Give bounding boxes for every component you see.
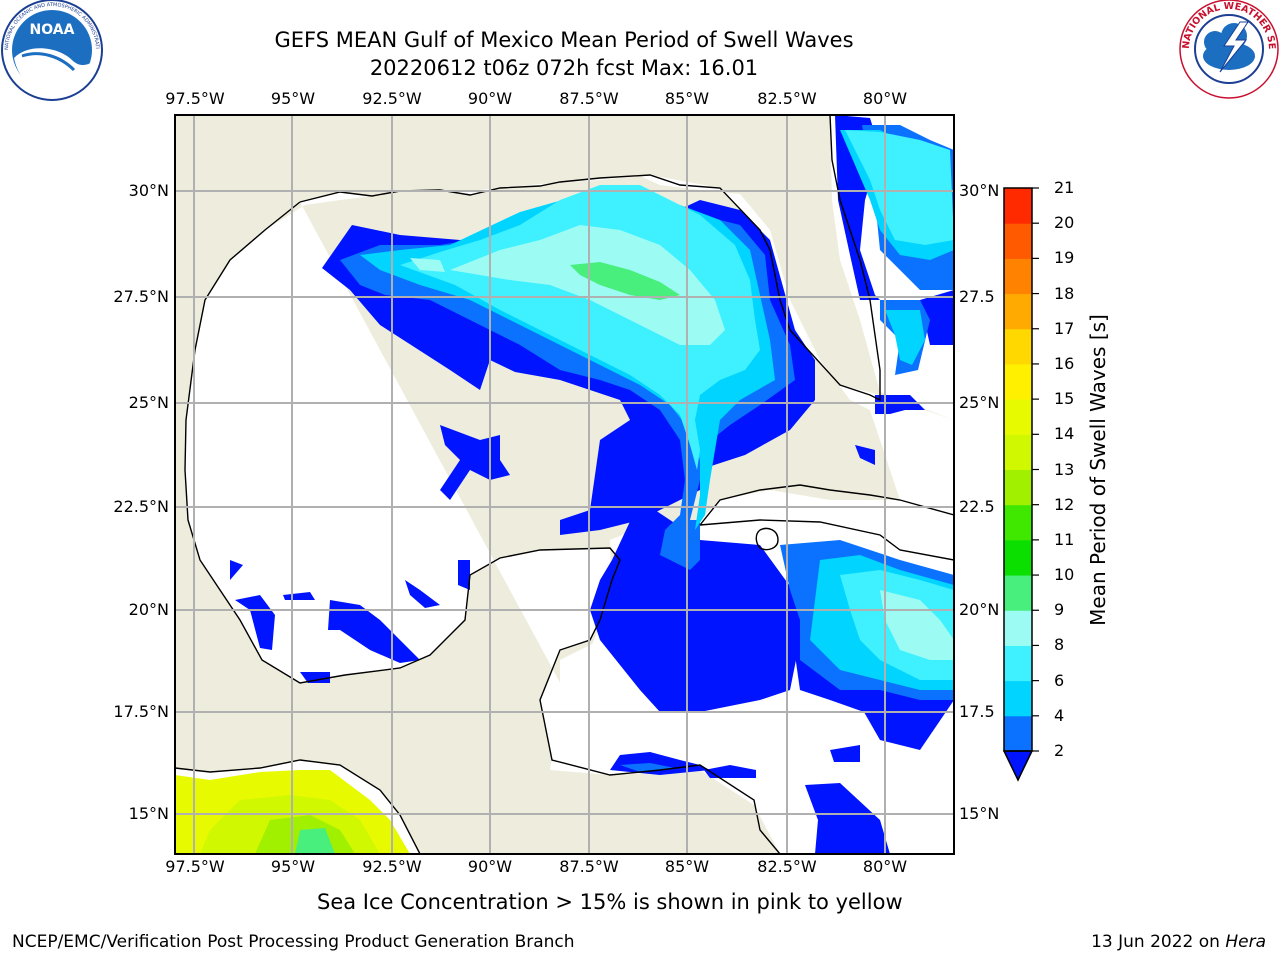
- lat-tick-left: 27.5°N: [113, 287, 169, 306]
- lat-tick-right: 22.5: [959, 497, 995, 516]
- colorbar-segment: [1004, 258, 1032, 295]
- colorbar-tick-label: 20: [1054, 213, 1075, 233]
- lat-tick-left: 17.5°N: [113, 702, 169, 721]
- colorbar-segment: [1004, 223, 1032, 259]
- colorbar: [1002, 187, 1039, 782]
- map-panel: [175, 115, 954, 854]
- lon-tick-bottom: 95°W: [270, 857, 316, 876]
- colorbar-segment: [1004, 399, 1032, 435]
- chart-title: GEFS MEAN Gulf of Mexico Mean Period of …: [274, 28, 854, 52]
- lat-tick-right: 27.5: [959, 287, 995, 306]
- footer-date-text: 13 Jun 2022 on: [1091, 932, 1226, 952]
- colorbar-tick-label: 8: [1054, 635, 1065, 655]
- lat-tick-right: 17.5: [959, 702, 995, 721]
- lat-tick-left: 25°N: [128, 393, 169, 412]
- footer-credit: NCEP/EMC/Verification Post Processing Pr…: [12, 932, 575, 952]
- colorbar-tick-label: 11: [1054, 529, 1075, 549]
- lon-tick-top: 95°W: [270, 89, 316, 108]
- lat-tick-right: 15°N: [959, 804, 1000, 823]
- lon-tick-bottom: 80°W: [862, 857, 908, 876]
- colorbar-tick-label: 10: [1054, 565, 1075, 585]
- colorbar-label: Mean Period of Swell Waves [s]: [1086, 314, 1110, 626]
- lon-tick-top: 82.5°W: [757, 89, 817, 108]
- chart-subtitle: 20220612 t06z 072h fcst Max: 16.01: [369, 56, 759, 80]
- colorbar-segment: [1004, 680, 1032, 717]
- swell-8-9s: [410, 225, 954, 660]
- colorbar-segment: [1004, 504, 1032, 541]
- footer-date: 13 Jun 2022 on Hera: [1091, 932, 1266, 952]
- colorbar-tick-label: 17: [1054, 318, 1075, 338]
- colorbar-segment: [1004, 715, 1032, 752]
- colorbar-tick-label: 18: [1054, 283, 1075, 303]
- colorbar-tick-label: 14: [1054, 424, 1075, 444]
- map-frame: [174, 114, 955, 855]
- lat-tick-left: 20°N: [128, 600, 169, 619]
- lon-tick-bottom: 87.5°W: [559, 857, 619, 876]
- lon-tick-top: 97.5°W: [165, 89, 225, 108]
- lat-tick-right: 25°N: [959, 393, 1000, 412]
- colorbar-segment: [1004, 434, 1032, 470]
- lon-tick-bottom: 97.5°W: [165, 857, 225, 876]
- footer-machine: Hera: [1225, 932, 1266, 952]
- colorbar-tick-label: 12: [1054, 494, 1075, 514]
- colorbar-tick-label: 2: [1054, 741, 1065, 760]
- sea-ice-note: Sea Ice Concentration > 15% is shown in …: [317, 890, 903, 914]
- colorbar-tick-label: 6: [1054, 670, 1065, 690]
- colorbar-segment: [1004, 645, 1032, 682]
- lon-tick-top: 85°W: [664, 89, 710, 108]
- colorbar-tick-label: 19: [1054, 248, 1075, 268]
- colorbar-segment: [1004, 610, 1032, 646]
- colorbar-segment: [1004, 575, 1032, 611]
- lat-tick-right: 20°N: [959, 600, 1000, 619]
- lat-tick-left: 15°N: [128, 804, 169, 823]
- lon-tick-bottom: 85°W: [664, 857, 710, 876]
- lon-tick-top: 80°W: [862, 89, 908, 108]
- colorbar-tick-label: 9: [1054, 600, 1065, 620]
- colorbar-segments: [1004, 188, 1032, 752]
- lon-tick-top: 92.5°W: [362, 89, 422, 108]
- lon-tick-bottom: 92.5°W: [362, 857, 422, 876]
- colorbar-under-triangle: [1002, 750, 1034, 782]
- colorbar-segment: [1004, 363, 1032, 400]
- lon-tick-bottom: 90°W: [467, 857, 513, 876]
- colorbar-segment: [1004, 188, 1032, 224]
- swell-9-10s: [570, 262, 680, 300]
- colorbar-tick-label: 15: [1054, 389, 1075, 409]
- lon-tick-bottom: 82.5°W: [757, 857, 817, 876]
- lon-tick-top: 87.5°W: [559, 89, 619, 108]
- colorbar-tick-label: 16: [1054, 353, 1075, 373]
- colorbar-segment: [1004, 293, 1032, 330]
- colorbar-tick-label: 13: [1054, 459, 1075, 479]
- colorbar-segment: [1004, 539, 1032, 576]
- colorbar-segment: [1004, 328, 1032, 365]
- lat-tick-right: 30°N: [959, 181, 1000, 200]
- lat-tick-left: 30°N: [128, 181, 169, 200]
- graticule: [175, 115, 954, 854]
- colorbar-segment: [1004, 469, 1032, 506]
- lon-tick-top: 90°W: [467, 89, 513, 108]
- lat-tick-left: 22.5°N: [113, 497, 169, 516]
- colorbar-tick-label: 21: [1054, 178, 1075, 197]
- colorbar-tick-label: 4: [1054, 705, 1065, 725]
- colorbar-ticks: [1032, 187, 1039, 752]
